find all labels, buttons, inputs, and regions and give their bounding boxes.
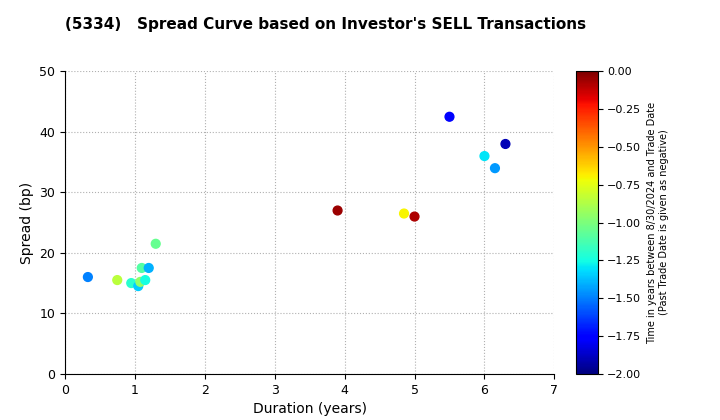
Y-axis label: Time in years between 8/30/2024 and Trade Date
(Past Trade Date is given as nega: Time in years between 8/30/2024 and Trad… xyxy=(647,102,669,344)
Point xyxy=(398,210,410,217)
Point xyxy=(332,207,343,214)
Point xyxy=(82,274,94,281)
Y-axis label: Spread (bp): Spread (bp) xyxy=(19,181,34,264)
Point xyxy=(409,213,420,220)
Point xyxy=(489,165,500,171)
Point xyxy=(500,141,511,147)
Text: (5334)   Spread Curve based on Investor's SELL Transactions: (5334) Spread Curve based on Investor's … xyxy=(65,17,586,32)
Point xyxy=(143,265,155,271)
Point xyxy=(150,240,161,247)
Point xyxy=(112,277,123,284)
Point xyxy=(132,283,144,289)
X-axis label: Duration (years): Duration (years) xyxy=(253,402,366,416)
Point xyxy=(479,153,490,160)
Point xyxy=(135,278,146,285)
Point xyxy=(444,113,455,120)
Point xyxy=(140,277,151,284)
Point xyxy=(125,280,137,286)
Point xyxy=(136,265,148,271)
